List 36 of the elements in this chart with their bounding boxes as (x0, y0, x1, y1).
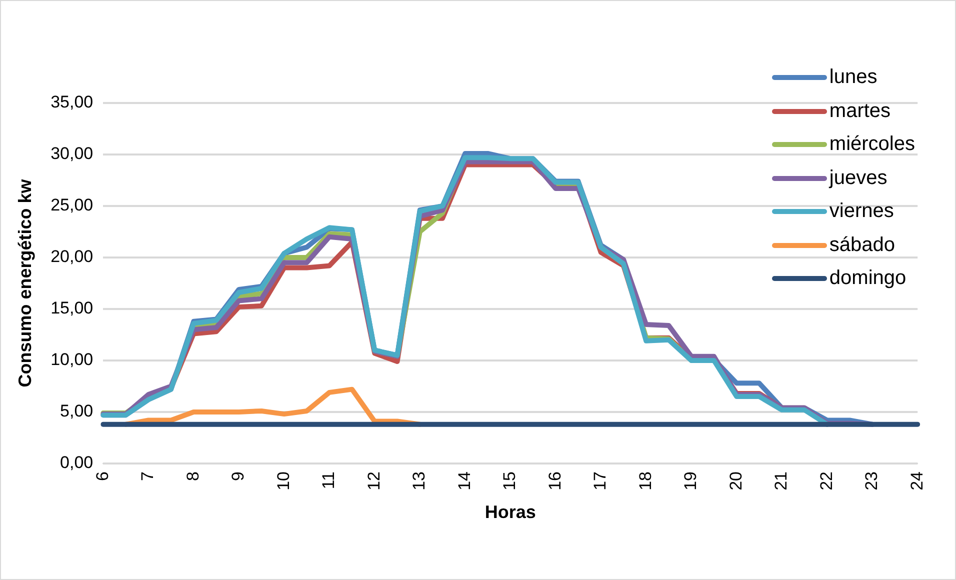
y-tick-label: 15,00 (50, 298, 94, 318)
x-tick-label: 11 (319, 471, 338, 490)
x-tick-label: 22 (816, 471, 836, 490)
y-tick-label: 25,00 (50, 196, 94, 215)
x-tick-label: 8 (183, 471, 202, 481)
x-tick-label: 10 (274, 471, 293, 490)
legend-label: martes (829, 100, 891, 123)
x-axis-title: Horas (484, 502, 536, 522)
y-tick-label: 0,00 (60, 453, 94, 472)
x-tick-label: 6 (92, 471, 112, 481)
legend-label: miércoles (829, 133, 915, 156)
x-tick-label: 24 (907, 471, 926, 490)
x-tick-label: 14 (454, 471, 474, 490)
y-tick-label: 10,00 (50, 350, 94, 370)
x-tick-label: 7 (138, 471, 158, 481)
x-tick-label: 13 (410, 471, 429, 490)
y-tick-label: 5,00 (60, 402, 94, 421)
y-tick-label: 30,00 (50, 144, 94, 164)
y-tick-label: 20,00 (50, 247, 94, 266)
legend-label: sábado (829, 234, 896, 257)
x-tick-label: 12 (364, 471, 384, 490)
x-tick-label: 20 (726, 471, 746, 490)
x-tick-label: 21 (772, 471, 791, 490)
legend-label: jueves (829, 166, 888, 190)
y-tick-label: 35,00 (50, 92, 94, 112)
x-tick-label: 18 (636, 471, 655, 490)
legend-label: viernes (829, 200, 894, 224)
x-tick-label: 9 (228, 471, 248, 481)
x-tick-label: 19 (681, 471, 700, 490)
legend-label: lunes (829, 66, 878, 90)
legend-label: domingo (829, 267, 906, 290)
x-tick-label: 23 (862, 471, 882, 490)
x-tick-label: 16 (545, 471, 564, 490)
y-axis-title: Consumo energético kw (14, 178, 35, 388)
x-tick-label: 15 (500, 471, 520, 490)
x-tick-label: 17 (590, 471, 610, 490)
